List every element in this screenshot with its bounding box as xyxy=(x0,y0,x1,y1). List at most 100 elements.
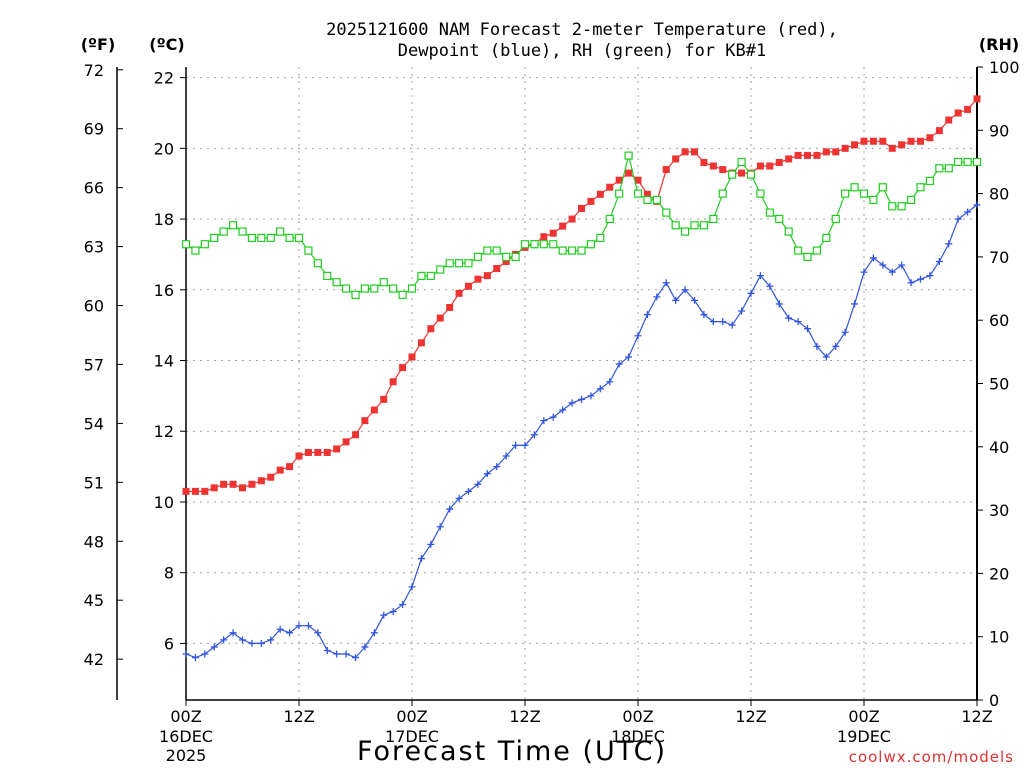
temperature-point-25 xyxy=(417,339,425,347)
rh-point-20 xyxy=(370,284,379,293)
tick-label-c-2: 10 xyxy=(154,493,174,512)
temperature-point-38 xyxy=(540,233,548,241)
dewpoint-point-36 xyxy=(521,441,529,449)
dewpoint-point-21 xyxy=(380,611,388,619)
rh-point-42 xyxy=(577,246,586,255)
tick-label-f-7: 63 xyxy=(84,238,104,257)
dewpoint-point-74 xyxy=(879,261,887,269)
rh-point-18 xyxy=(351,290,360,299)
temperature-point-4 xyxy=(220,480,228,488)
temperature-point-76 xyxy=(898,141,906,149)
rh-point-19 xyxy=(360,284,370,293)
rh-point-77 xyxy=(906,195,916,205)
rh-point-27 xyxy=(436,265,445,274)
rh-point-84 xyxy=(972,157,982,167)
tick-label-f-1: 45 xyxy=(84,591,104,610)
tick-label-rh-6: 60 xyxy=(989,311,1009,330)
rh-point-26 xyxy=(426,271,435,280)
tick-label-f-9: 69 xyxy=(84,120,104,139)
dewpoint-point-25 xyxy=(417,555,425,563)
rh-point-36 xyxy=(520,240,530,249)
temperature-point-78 xyxy=(917,137,924,145)
dewpoint-point-68 xyxy=(822,353,830,361)
dewpoint-point-76 xyxy=(898,261,906,269)
rh-point-58 xyxy=(728,170,737,179)
rh-point-40 xyxy=(558,246,567,255)
rh-point-25 xyxy=(417,271,426,280)
dewpoint-point-20 xyxy=(370,629,378,637)
rh-point-52 xyxy=(671,221,680,230)
tick-label-c-8: 22 xyxy=(154,69,174,88)
temperature-point-59 xyxy=(738,169,746,177)
rh-point-59 xyxy=(737,157,746,167)
rh-point-67 xyxy=(812,246,822,255)
rh-point-57 xyxy=(718,189,727,198)
tick-label-f-10: 72 xyxy=(84,61,104,80)
tick-labels: 6810121416182022424548515457606366697201… xyxy=(84,58,1020,765)
temperature-point-40 xyxy=(559,222,567,230)
dewpoint-point-10 xyxy=(276,625,284,633)
rh-point-3 xyxy=(210,233,219,243)
dewpoint-point-66 xyxy=(804,325,811,333)
dewpoint-point-32 xyxy=(483,470,491,478)
dewpoint-point-3 xyxy=(210,643,218,651)
dewpoint-point-75 xyxy=(888,268,896,276)
rh-point-33 xyxy=(492,246,501,255)
rh-point-65 xyxy=(793,246,803,255)
temperature-point-10 xyxy=(276,466,284,474)
rh-point-63 xyxy=(775,214,784,224)
tick-label-c-3: 12 xyxy=(154,422,174,441)
temperature-point-49 xyxy=(643,190,651,198)
rh-point-21 xyxy=(379,278,388,287)
dewpoint-point-72 xyxy=(860,268,868,276)
dewpoint-point-15 xyxy=(323,646,331,654)
temperature-point-34 xyxy=(502,257,510,265)
tick-label-rh-9: 90 xyxy=(989,121,1009,140)
watermark: coolwx.com/models xyxy=(849,748,1014,766)
dewpoint-point-73 xyxy=(869,254,877,262)
dewpoint-point-42 xyxy=(578,395,585,403)
temperature-point-32 xyxy=(483,272,491,280)
dewpoint-point-26 xyxy=(427,540,435,548)
temperature-point-73 xyxy=(869,137,877,145)
temperature-point-20 xyxy=(370,406,378,414)
temperature-point-84 xyxy=(973,95,981,103)
dewpoint-point-27 xyxy=(436,523,444,531)
rh-point-7 xyxy=(247,233,257,243)
unit-label-rh: (RH) xyxy=(979,35,1019,54)
rh-point-41 xyxy=(567,246,577,255)
rh-point-28 xyxy=(445,259,454,268)
temperature-point-41 xyxy=(568,215,576,223)
temperature-point-14 xyxy=(314,448,322,456)
rh-point-31 xyxy=(473,252,483,261)
rh-point-76 xyxy=(897,202,906,211)
tick-label-x-0: 00Z xyxy=(170,707,201,726)
tick-label-x-3: 12Z xyxy=(509,707,540,726)
dewpoint-point-58 xyxy=(728,321,736,329)
rh-point-0 xyxy=(181,240,191,249)
dewpoint-point-77 xyxy=(907,279,915,287)
dewpoint-point-67 xyxy=(813,342,821,350)
temperature-point-30 xyxy=(465,282,472,290)
dewpoint-point-48 xyxy=(634,332,642,340)
rh-point-5 xyxy=(228,221,238,230)
dewpoint-point-78 xyxy=(917,275,924,283)
rh-point-74 xyxy=(878,183,887,192)
temperature-point-22 xyxy=(389,378,397,386)
dewpoint-point-35 xyxy=(512,441,520,449)
rh-point-1 xyxy=(191,246,200,255)
temperature-point-52 xyxy=(672,155,680,163)
dewpoint-point-70 xyxy=(841,328,849,336)
dewpoint-point-60 xyxy=(747,289,755,297)
temperature-point-5 xyxy=(229,480,237,488)
rh-point-44 xyxy=(596,233,605,243)
dewpoint-point-53 xyxy=(681,286,689,294)
rh-point-78 xyxy=(916,183,925,192)
temperature-point-77 xyxy=(907,137,915,145)
dewpoint-point-4 xyxy=(220,636,228,644)
rh-point-14 xyxy=(313,259,322,268)
temperature-point-31 xyxy=(474,275,482,283)
temperature-point-3 xyxy=(210,484,218,492)
dewpoint-point-34 xyxy=(502,452,510,460)
temperature-point-83 xyxy=(964,105,972,113)
